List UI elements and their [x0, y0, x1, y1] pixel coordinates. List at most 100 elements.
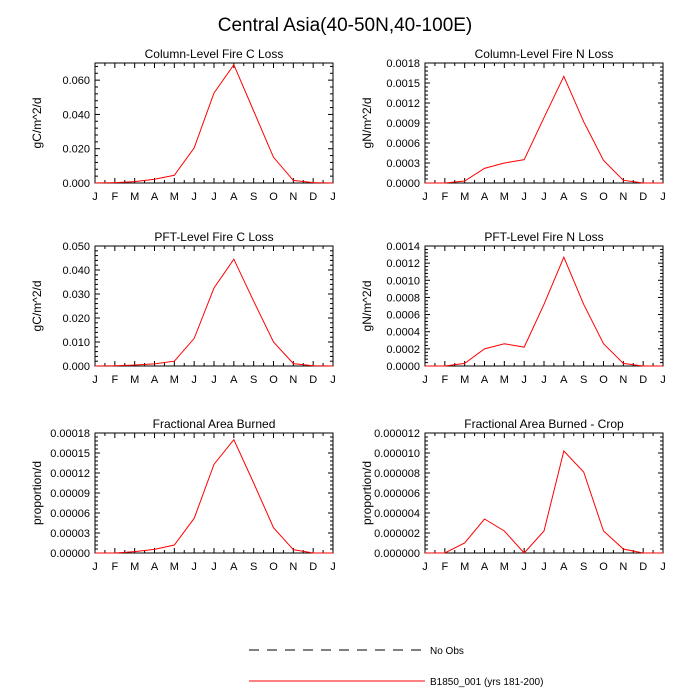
series-line [94, 258, 334, 367]
x-tick-label: A [151, 374, 159, 386]
legend-label-no-obs: No Obs [430, 646, 464, 657]
y-tick-label: 0.00018 [50, 428, 90, 440]
x-tick-label: N [619, 374, 627, 386]
x-tick-label: J [191, 374, 197, 386]
y-tick-label: 0.0010 [386, 275, 420, 287]
plot-frame [94, 245, 334, 367]
x-tick-label: M [460, 191, 469, 203]
series-line [94, 63, 334, 184]
y-tick-label: 0.000002 [374, 528, 420, 540]
panel-title: Column-Level Fire C Loss [145, 47, 284, 61]
x-tick-label: F [441, 561, 448, 573]
x-tick-label: A [481, 374, 489, 386]
y-tick-label: 0.00015 [50, 448, 90, 460]
series-line [425, 255, 663, 367]
page-title: Central Asia(40-50N,40-100E) [218, 15, 473, 36]
x-tick-label: O [599, 374, 608, 386]
x-tick-label: A [560, 191, 568, 203]
x-tick-label: J [422, 374, 428, 386]
y-tick-label: 0.00003 [50, 528, 90, 540]
x-tick-label: N [289, 374, 297, 386]
y-tick-label: 0.000 [62, 178, 90, 190]
y-tick-label: 0.0015 [386, 78, 420, 90]
y-tick-label: 0.0012 [386, 258, 420, 270]
y-tick-label: 0.000008 [374, 468, 420, 480]
x-tick-label: M [130, 374, 139, 386]
y-axis-label: gN/m^2/d [360, 98, 374, 149]
y-tick-label: 0.020 [62, 144, 90, 156]
x-tick-label: D [639, 374, 647, 386]
legend: No Obs B1850_001 (yrs 181-200) [249, 646, 543, 688]
y-tick-label: 0.010 [62, 337, 90, 349]
x-tick-label: M [170, 561, 179, 573]
x-tick-label: F [111, 561, 118, 573]
x-tick-label: D [639, 561, 647, 573]
x-tick-label: S [580, 191, 587, 203]
x-tick-label: A [481, 561, 489, 573]
x-tick-label: A [230, 374, 238, 386]
x-tick-label: M [460, 561, 469, 573]
y-tick-label: 0.00009 [50, 488, 90, 500]
x-tick-label: A [481, 191, 489, 203]
x-tick-label: J [660, 374, 666, 386]
y-tick-label: 0.00000 [50, 548, 90, 560]
x-tick-label: D [309, 561, 317, 573]
x-tick-label: A [560, 374, 568, 386]
x-tick-label: J [211, 561, 217, 573]
x-tick-label: M [130, 561, 139, 573]
y-axis-label: gC/m^2/d [30, 281, 44, 332]
x-tick-label: D [639, 191, 647, 203]
x-tick-label: J [92, 191, 98, 203]
y-tick-label: 0.040 [62, 109, 90, 121]
plot-frame [94, 62, 334, 184]
y-tick-label: 0.0006 [386, 138, 420, 150]
panel-title: Column-Level Fire N Loss [475, 47, 614, 61]
y-tick-label: 0.000000 [374, 548, 420, 560]
y-tick-label: 0.0012 [386, 98, 420, 110]
y-tick-label: 0.00006 [50, 508, 90, 520]
y-tick-label: 0.0009 [386, 118, 420, 130]
x-tick-label: J [422, 191, 428, 203]
x-tick-label: J [521, 191, 527, 203]
x-tick-label: F [441, 374, 448, 386]
y-tick-label: 0.0014 [386, 241, 420, 253]
y-tick-label: 0.0000 [386, 361, 420, 373]
y-axis-label: gN/m^2/d [360, 281, 374, 332]
x-tick-label: J [92, 561, 98, 573]
y-tick-label: 0.000012 [374, 428, 420, 440]
x-tick-label: J [541, 561, 547, 573]
x-tick-label: S [250, 561, 257, 573]
x-tick-label: O [269, 191, 278, 203]
x-tick-label: J [211, 191, 217, 203]
x-tick-label: M [460, 374, 469, 386]
x-tick-label: M [500, 561, 509, 573]
x-tick-label: F [111, 191, 118, 203]
x-tick-label: J [422, 561, 428, 573]
series-line [425, 75, 663, 184]
x-tick-label: J [660, 561, 666, 573]
plot-frame [424, 245, 664, 367]
x-tick-label: J [521, 561, 527, 573]
y-tick-label: 0.000010 [374, 448, 420, 460]
x-tick-label: J [211, 374, 217, 386]
x-tick-label: A [151, 191, 159, 203]
x-tick-label: J [541, 374, 547, 386]
x-tick-label: N [289, 561, 297, 573]
plot-frame [424, 432, 664, 554]
y-tick-label: 0.060 [62, 75, 90, 87]
y-axis-label: proportion/d [360, 461, 374, 525]
x-tick-label: O [269, 561, 278, 573]
y-tick-label: 0.000004 [374, 508, 420, 520]
x-tick-label: M [500, 191, 509, 203]
panel-title: Fractional Area Burned - Crop [464, 417, 624, 431]
x-tick-label: S [580, 561, 587, 573]
y-axis-label: proportion/d [30, 461, 44, 525]
x-tick-label: A [230, 191, 238, 203]
y-tick-label: 0.050 [62, 241, 90, 253]
x-tick-label: A [560, 561, 568, 573]
x-tick-label: S [580, 374, 587, 386]
x-tick-label: F [441, 191, 448, 203]
